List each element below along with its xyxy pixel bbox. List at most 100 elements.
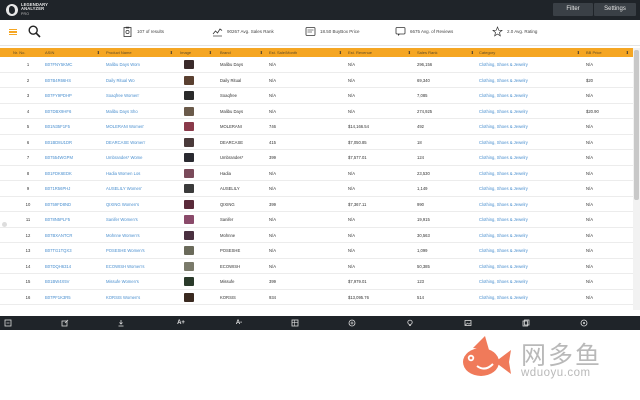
cell-cat[interactable]: Clothing, Shoes & Jewelry xyxy=(479,248,528,253)
open-icon[interactable] xyxy=(61,319,69,327)
col-nr[interactable]: Nr. No. xyxy=(13,48,43,57)
product-thumbnail[interactable] xyxy=(184,292,194,302)
product-thumbnail[interactable] xyxy=(184,153,194,162)
col-est-revenue[interactable]: Est. Revenue ⬍ xyxy=(348,48,414,57)
export-icon[interactable] xyxy=(4,319,12,327)
product-thumbnail[interactable] xyxy=(184,168,194,178)
cell-name[interactable]: Missufe Women's xyxy=(106,279,139,284)
product-thumbnail[interactable] xyxy=(184,122,194,131)
cell-cat[interactable]: Clothing, Shoes & Jewelry xyxy=(479,62,528,67)
table-row[interactable]: 2 B07B4R66HS Daily Ritual Wo Daily Ritual N/… xyxy=(0,73,633,88)
table-row[interactable]: 13 B07TG1TQX3 POSESHE Women's POSESHE N/A N/A… xyxy=(0,243,633,259)
product-thumbnail[interactable] xyxy=(184,277,194,286)
col-category[interactable]: Category ⬍ xyxy=(479,48,583,57)
product-thumbnail[interactable] xyxy=(184,60,194,69)
cell-asin[interactable]: B07FY9PDHP xyxy=(45,93,72,98)
cell-cat[interactable]: Clothing, Shoes & Jewelry xyxy=(479,294,528,300)
product-thumbnail[interactable] xyxy=(184,230,194,240)
product-thumbnail[interactable] xyxy=(184,184,194,193)
col-est-sales[interactable]: Est. Sale/Month ⬍ xyxy=(269,48,345,57)
table-row[interactable]: 11 B078N5PLF5 Sanifer Women's Sanifer N/A N/A… xyxy=(0,212,633,228)
cell-name[interactable]: AUSELILY Women' xyxy=(106,186,142,191)
sort-icon[interactable]: ⬍ xyxy=(625,50,629,55)
cell-name[interactable]: DEARCASE Women' xyxy=(106,139,146,145)
sort-icon[interactable]: ⬍ xyxy=(407,50,411,55)
lightbulb-icon[interactable] xyxy=(406,319,414,327)
cell-asin[interactable]: B07DQH6314 xyxy=(45,263,72,269)
cell-name[interactable]: Umbrandes* Wome xyxy=(106,155,143,160)
cell-cat[interactable]: Clothing, Shoes & Jewelry xyxy=(479,77,528,83)
cell-asin[interactable]: B01N35F1F5 xyxy=(45,124,70,129)
cell-name[interactable]: Malibu Days Sho xyxy=(106,108,138,114)
font-decrease-icon[interactable]: A- xyxy=(235,320,243,326)
sort-icon[interactable]: ⬍ xyxy=(576,50,580,55)
sort-icon[interactable]: ⬍ xyxy=(338,50,342,55)
cell-cat[interactable]: Clothing, Shoes & Jewelry xyxy=(479,155,528,160)
product-thumbnail[interactable] xyxy=(184,215,194,224)
filter-button[interactable]: Filter xyxy=(553,3,593,16)
cell-name[interactable]: Daily Ritual Wo xyxy=(106,77,135,83)
image-icon[interactable] xyxy=(464,319,472,327)
cell-name[interactable]: QIXING Women's xyxy=(106,201,140,207)
cell-cat[interactable]: Clothing, Shoes & Jewelry xyxy=(479,232,528,238)
cell-name[interactable]: Soaqfree Women' xyxy=(106,93,140,98)
cell-name[interactable]: Sanifer Women's xyxy=(106,217,138,222)
font-increase-icon[interactable]: A+ xyxy=(177,320,185,326)
table-row[interactable]: 10 B0759FD8ND QIXING Women's QIXING 399 $7,36… xyxy=(0,197,633,212)
cell-name[interactable]: Hadia Women Los xyxy=(106,170,141,176)
sort-icon[interactable]: ⬍ xyxy=(96,50,100,55)
table-row[interactable]: 15 B01BW4X5V Missufe Women's Missufe 399 $7,9… xyxy=(0,274,633,290)
menu-icon[interactable] xyxy=(9,29,17,35)
copy-icon[interactable] xyxy=(522,319,530,327)
cell-cat[interactable]: Clothing, Shoes & Jewelry xyxy=(479,93,528,98)
scrollbar-thumb[interactable] xyxy=(634,50,639,200)
add-circle-icon[interactable] xyxy=(348,319,356,327)
cell-asin[interactable]: B07B4R66HS xyxy=(45,77,72,83)
product-thumbnail[interactable] xyxy=(184,106,194,116)
cell-cat[interactable]: Clothing, Shoes & Jewelry xyxy=(479,279,528,284)
cell-cat[interactable]: Clothing, Shoes & Jewelry xyxy=(479,124,528,129)
sort-icon[interactable]: ⬍ xyxy=(169,50,173,55)
cell-asin[interactable]: B071R56PHJ xyxy=(45,186,71,191)
cell-asin[interactable]: B01BW4X5V xyxy=(45,279,70,284)
product-thumbnail[interactable] xyxy=(184,246,194,255)
table-row[interactable]: 3 B07FY9PDHP Soaqfree Women' Soaqfree N/A N/A… xyxy=(0,88,633,104)
settings-circle-icon[interactable] xyxy=(580,319,588,327)
table-row[interactable]: 12 B07BXANTCR Mohnne Women's Mohnne N/A N/A 30… xyxy=(0,228,633,243)
col-brand[interactable]: Brand ⬍ xyxy=(220,48,266,57)
cell-name[interactable]: Mohnne Women's xyxy=(106,232,140,238)
cell-name[interactable]: ECOWISH Women's xyxy=(106,263,145,269)
table-row[interactable]: 6 B01BD8U1DR DEARCASE Women' DEARCASE 415 $7,… xyxy=(0,135,633,150)
cell-asin[interactable]: B07FNY5KMC xyxy=(45,62,73,67)
cell-cat[interactable]: Clothing, Shoes & Jewelry xyxy=(479,108,528,114)
cell-cat[interactable]: Clothing, Shoes & Jewelry xyxy=(479,201,528,207)
side-handle[interactable] xyxy=(2,222,7,227)
sort-icon[interactable]: ⬍ xyxy=(259,50,263,55)
grid-icon[interactable] xyxy=(291,319,299,327)
cell-cat[interactable]: Clothing, Shoes & Jewelry xyxy=(479,170,528,176)
cell-asin[interactable]: B07DBX9HF6 xyxy=(45,108,72,114)
table-row[interactable]: 5 B01N35F1F5 MOLERANI Women' MOLERANI 746 $14… xyxy=(0,119,633,135)
product-thumbnail[interactable] xyxy=(184,75,194,85)
cell-asin[interactable]: B078N5PLF5 xyxy=(45,217,71,222)
cell-asin[interactable]: B01FDK6EDK xyxy=(45,170,72,176)
table-row[interactable]: 7 B07554WGPM Umbrandes* Wome Umbrandes* 399 $… xyxy=(0,150,633,166)
cell-name[interactable]: Malibu Days Wom xyxy=(106,62,140,67)
cell-cat[interactable]: Clothing, Shoes & Jewelry xyxy=(479,139,528,145)
table-row[interactable]: 16 B07PF1K3R5 KORSIS Women's KORSIS 934 $13,0… xyxy=(0,290,633,305)
sort-icon[interactable]: ⬍ xyxy=(470,50,474,55)
scrollbar[interactable] xyxy=(633,48,640,310)
sort-icon[interactable]: ⬍ xyxy=(208,50,212,55)
cell-name[interactable]: POSESHE Women's xyxy=(106,248,145,253)
cell-asin[interactable]: B01BD8U1DR xyxy=(45,139,72,145)
cell-asin[interactable]: B07BXANTCR xyxy=(45,232,73,238)
settings-button[interactable]: Settings xyxy=(594,3,636,16)
col-asin[interactable]: ASIN ⬍ xyxy=(45,48,103,57)
table-row[interactable]: 14 B07DQH6314 ECOWISH Women's ECOWISH N/A N/A… xyxy=(0,259,633,274)
table-row[interactable]: 8 B01FDK6EDK Hadia Women Los Hadia N/A N/A 23,… xyxy=(0,166,633,181)
cell-asin[interactable]: B07554WGPM xyxy=(45,155,73,160)
search-icon[interactable] xyxy=(28,25,41,38)
download-icon[interactable] xyxy=(117,319,125,327)
product-thumbnail[interactable] xyxy=(184,261,194,271)
table-row[interactable]: 1 B07FNY5KMC Malibu Days Wom Malibu Days N/A… xyxy=(0,57,633,73)
